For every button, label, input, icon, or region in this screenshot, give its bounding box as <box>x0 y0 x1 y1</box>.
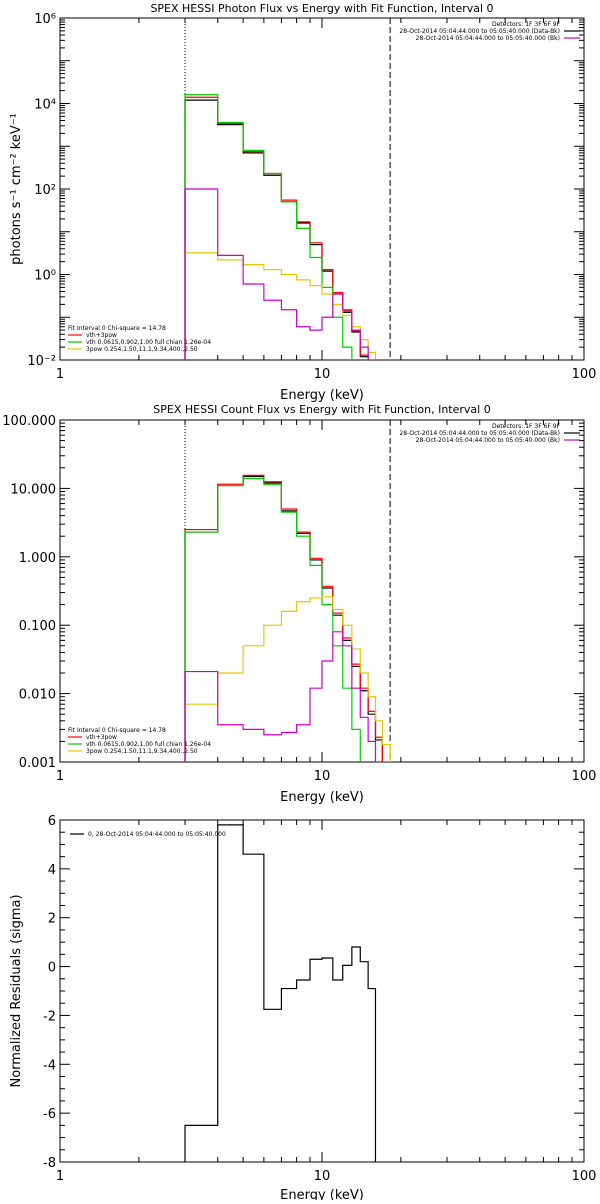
series-line-vth+3pow <box>184 96 369 360</box>
x-tick-label: 1 <box>56 367 64 382</box>
legend-bottom-entry: vth+3pow <box>86 332 117 339</box>
legend-bottom-entry: vth 0.0615,0.902,1.00 full chian 1.26e-0… <box>86 741 211 748</box>
chart-title: SPEX HESSI Count Flux vs Energy with Fit… <box>153 403 490 416</box>
series-group <box>184 824 377 1162</box>
y-tick-label: 10⁰ <box>34 269 56 284</box>
plot-frame <box>59 17 585 361</box>
y-tick-label: 10⁴ <box>34 98 56 113</box>
x-tick-label: 100 <box>572 367 597 382</box>
series-line-(Bk) <box>184 188 377 360</box>
x-axis: 1 10 100 <box>56 18 597 382</box>
y-tick-label: 4 <box>48 863 56 878</box>
legend-top-entry: 28-Oct-2014 05:04:44.000 to 05:05:40.000… <box>399 28 560 35</box>
x-axis-label: Energy (keV) <box>280 388 364 403</box>
legend-top-entry: Detectors: 1F 3F 6F 9F <box>492 423 561 430</box>
y-tick-label: -8 <box>43 1156 56 1171</box>
legend-resid-entry: 0, 28-Oct-2014 05:04:44.000 to 05:05:40.… <box>88 831 226 838</box>
y-tick-label: 1.000 <box>19 551 56 566</box>
legend-bottom-header: Fit Interval 0 Chi-square = 14.78 <box>68 325 166 332</box>
y-axis-label: Normalized Residuals (sigma) <box>9 894 24 1087</box>
series-group <box>184 474 391 762</box>
chart-panel-2: SPEX HESSI Count Flux vs Energy with Fit… <box>2 403 597 805</box>
legend-bottom: Fit Interval 0 Chi-square = 14.78vth+3po… <box>68 727 211 755</box>
y-tick-label: 0 <box>48 961 56 976</box>
x-axis-label: Energy (keV) <box>280 790 364 805</box>
y-tick-label: 0.010 <box>19 688 56 703</box>
y-tick-label: 10⁻² <box>27 354 56 369</box>
y-axis: 0.001 0.010 0.100 1.000 10.000 100.000 <box>2 414 584 771</box>
plot-frame <box>59 819 585 1163</box>
y-axis-label: photons s⁻¹ cm⁻² keV⁻¹ <box>9 113 24 265</box>
series-line-vth <box>184 477 361 762</box>
y-tick-label: 10.000 <box>11 482 57 497</box>
legend-top-entry: 28-Oct-2014 05:04:44.000 to 05:05:40.000… <box>399 430 560 437</box>
chart-panel-3: 1 10 100 Energy (keV) -8 -6 -4 -2 0 2 4 6 Normalized… <box>9 814 597 1203</box>
x-tick-label: 100 <box>572 1169 597 1184</box>
x-axis: 1 10 100 <box>56 820 597 1184</box>
legend-top-entry: 28-Oct-2014 05:04:44.000 to 05:05:40.000… <box>416 437 560 444</box>
x-tick-label: 1 <box>56 1169 64 1184</box>
y-tick-label: 10⁶ <box>34 12 56 27</box>
legend-bottom: Fit Interval 0 Chi-square = 14.78vth+3po… <box>68 325 211 353</box>
chart-title: SPEX HESSI Photon Flux vs Energy with Fi… <box>150 2 493 15</box>
y-tick-label: -6 <box>43 1107 56 1122</box>
y-axis: -8 -6 -4 -2 0 2 4 6 <box>43 814 584 1171</box>
x-tick-label: 1 <box>56 769 64 784</box>
x-axis: 1 10 100 <box>56 420 597 784</box>
legend-bottom-entry: vth 0.0615,0.902,1.00 full chian 1.26e-0… <box>86 339 211 346</box>
legend-bottom-entry: 3pow 0.254,1.50,11.1,9.34,400.,2.50 <box>86 748 198 755</box>
y-tick-label: 100.000 <box>2 414 56 429</box>
x-tick-label: 100 <box>572 769 597 784</box>
legend-top-entry: 28-Oct-2014 05:04:44.000 to 05:05:40.000… <box>416 35 560 42</box>
legend-residuals: 0, 28-Oct-2014 05:04:44.000 to 05:05:40.… <box>70 831 226 838</box>
series-line-(Bk) <box>184 631 383 762</box>
legend-bottom-entry: vth+3pow <box>86 734 117 741</box>
series-line-3pow <box>184 252 377 360</box>
x-axis-label: Energy (keV) <box>280 1188 364 1200</box>
x-tick-label: 10 <box>314 367 331 382</box>
y-tick-label: -4 <box>43 1058 56 1073</box>
y-tick-label: 0.100 <box>19 619 56 634</box>
y-axis: 10⁻² 10⁰ 10² 10⁴ 10⁶ <box>27 12 584 369</box>
x-tick-label: 10 <box>314 769 331 784</box>
legend-bottom-entry: 3pow 0.254,1.50,11.1,9.34,400.,2.50 <box>86 346 198 353</box>
series-group <box>184 94 377 360</box>
series-line-vth <box>184 94 353 360</box>
y-tick-label: 10² <box>34 183 56 198</box>
legend-bottom-header: Fit Interval 0 Chi-square = 14.78 <box>68 727 166 734</box>
legend-top-entry: Detectors: 1F 3F 6F 9F <box>492 21 561 28</box>
chart-panel-1: SPEX HESSI Photon Flux vs Energy with Fi… <box>9 2 597 403</box>
y-tick-label: -2 <box>43 1009 56 1024</box>
series-line-residuals <box>184 824 377 1162</box>
y-tick-label: 2 <box>48 912 56 927</box>
y-tick-label: 0.001 <box>19 756 56 771</box>
y-tick-label: 6 <box>48 814 56 829</box>
series-line-3pow <box>184 596 391 762</box>
x-tick-label: 10 <box>314 1169 331 1184</box>
